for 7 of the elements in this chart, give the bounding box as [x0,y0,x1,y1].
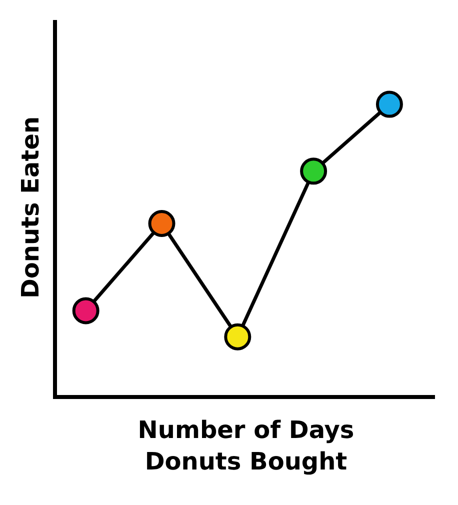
x-axis-title: Number of Days Donuts Bought [138,416,354,476]
y-axis-title: Donuts Eaten [16,116,45,299]
point [148,210,176,237]
point [224,323,252,350]
point [72,297,100,324]
point [376,90,403,118]
point [300,158,328,185]
